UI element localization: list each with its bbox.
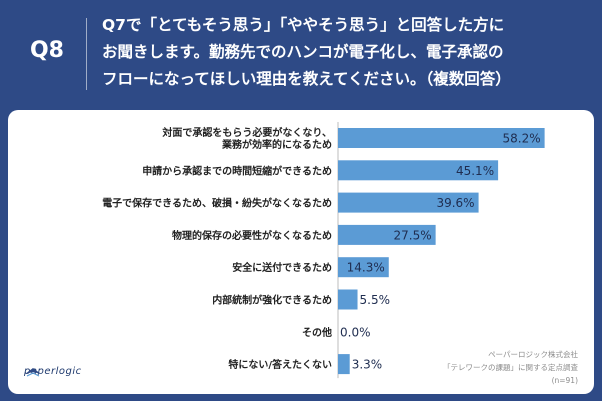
bar-value-label: 27.5%: [394, 228, 432, 242]
source-note: ペーパーロジック株式会社 「テレワークの課題」に関する定点調査 (n=91): [443, 348, 578, 387]
category-label: 特にない/答えたくない: [228, 358, 332, 371]
bar-value-label: 14.3%: [347, 261, 385, 275]
source-line: (n=91): [551, 376, 578, 385]
category-label: その他: [302, 326, 332, 339]
question-text: Q7で「とてもそう思う」「ややそう思う」と回答した方に お聞きします。勤務先での…: [102, 12, 594, 93]
source-line: 「テレワークの課題」に関する定点調査: [443, 363, 578, 372]
bar-value-label: 5.5%: [360, 293, 391, 307]
question-line: フローになってほしい理由を教えてください。（複数回答）: [102, 70, 511, 88]
bar-value-label: 58.2%: [502, 132, 540, 146]
question-number: Q8: [29, 38, 64, 63]
bar: [338, 160, 499, 181]
question-line: お聞きします。勤務先でのハンコが電子化し、電子承認の: [102, 43, 504, 61]
bar-value-label: 3.3%: [352, 358, 383, 372]
category-label: 業務が効率的になるため: [221, 138, 332, 151]
bar: [338, 354, 350, 375]
category-label: 物理的保存の必要性がなくなるため: [172, 229, 332, 242]
bar: [338, 224, 436, 245]
category-label: 電子で保存できるため、破損・紛失がなくなるため: [102, 197, 332, 210]
source-line: ペーパーロジック株式会社: [488, 350, 578, 359]
bar: [338, 257, 389, 278]
category-label: 対面で承認をもらう必要がなくなり、: [161, 126, 332, 139]
bar: [338, 192, 479, 213]
paperlogic-logo: paperlogic: [24, 366, 82, 377]
bar-value-label: 45.1%: [456, 164, 494, 178]
header-divider: [86, 18, 87, 90]
bar-chart: 58.2% 対面で承認をもらう必要がなくなり、業務が効率的になるため 45.1% 申請…: [102, 122, 545, 379]
category-label: 申請から承認までの時間短縮ができるため: [142, 164, 332, 177]
category-label: 安全に送付できるため: [232, 261, 332, 274]
question-line: Q7で「とてもそう思う」「ややそう思う」と回答した方に: [102, 16, 505, 34]
header: Q8 Q7で「とてもそう思う」「ややそう思う」と回答した方に お聞きします。勤務…: [0, 0, 602, 108]
logo-mark-icon: [25, 368, 41, 377]
bar: [338, 128, 545, 148]
logo-text: paperlogic: [24, 366, 82, 377]
bar-value-label: 39.6%: [436, 196, 474, 210]
bar: [338, 289, 358, 310]
bar-value-label: 0.0%: [340, 325, 371, 339]
category-label: 内部統制が強化できるため: [212, 294, 332, 307]
chart-panel: 58.2% 対面で承認をもらう必要がなくなり、 業務が効率的になるため 45.1% 申請…: [8, 110, 594, 394]
